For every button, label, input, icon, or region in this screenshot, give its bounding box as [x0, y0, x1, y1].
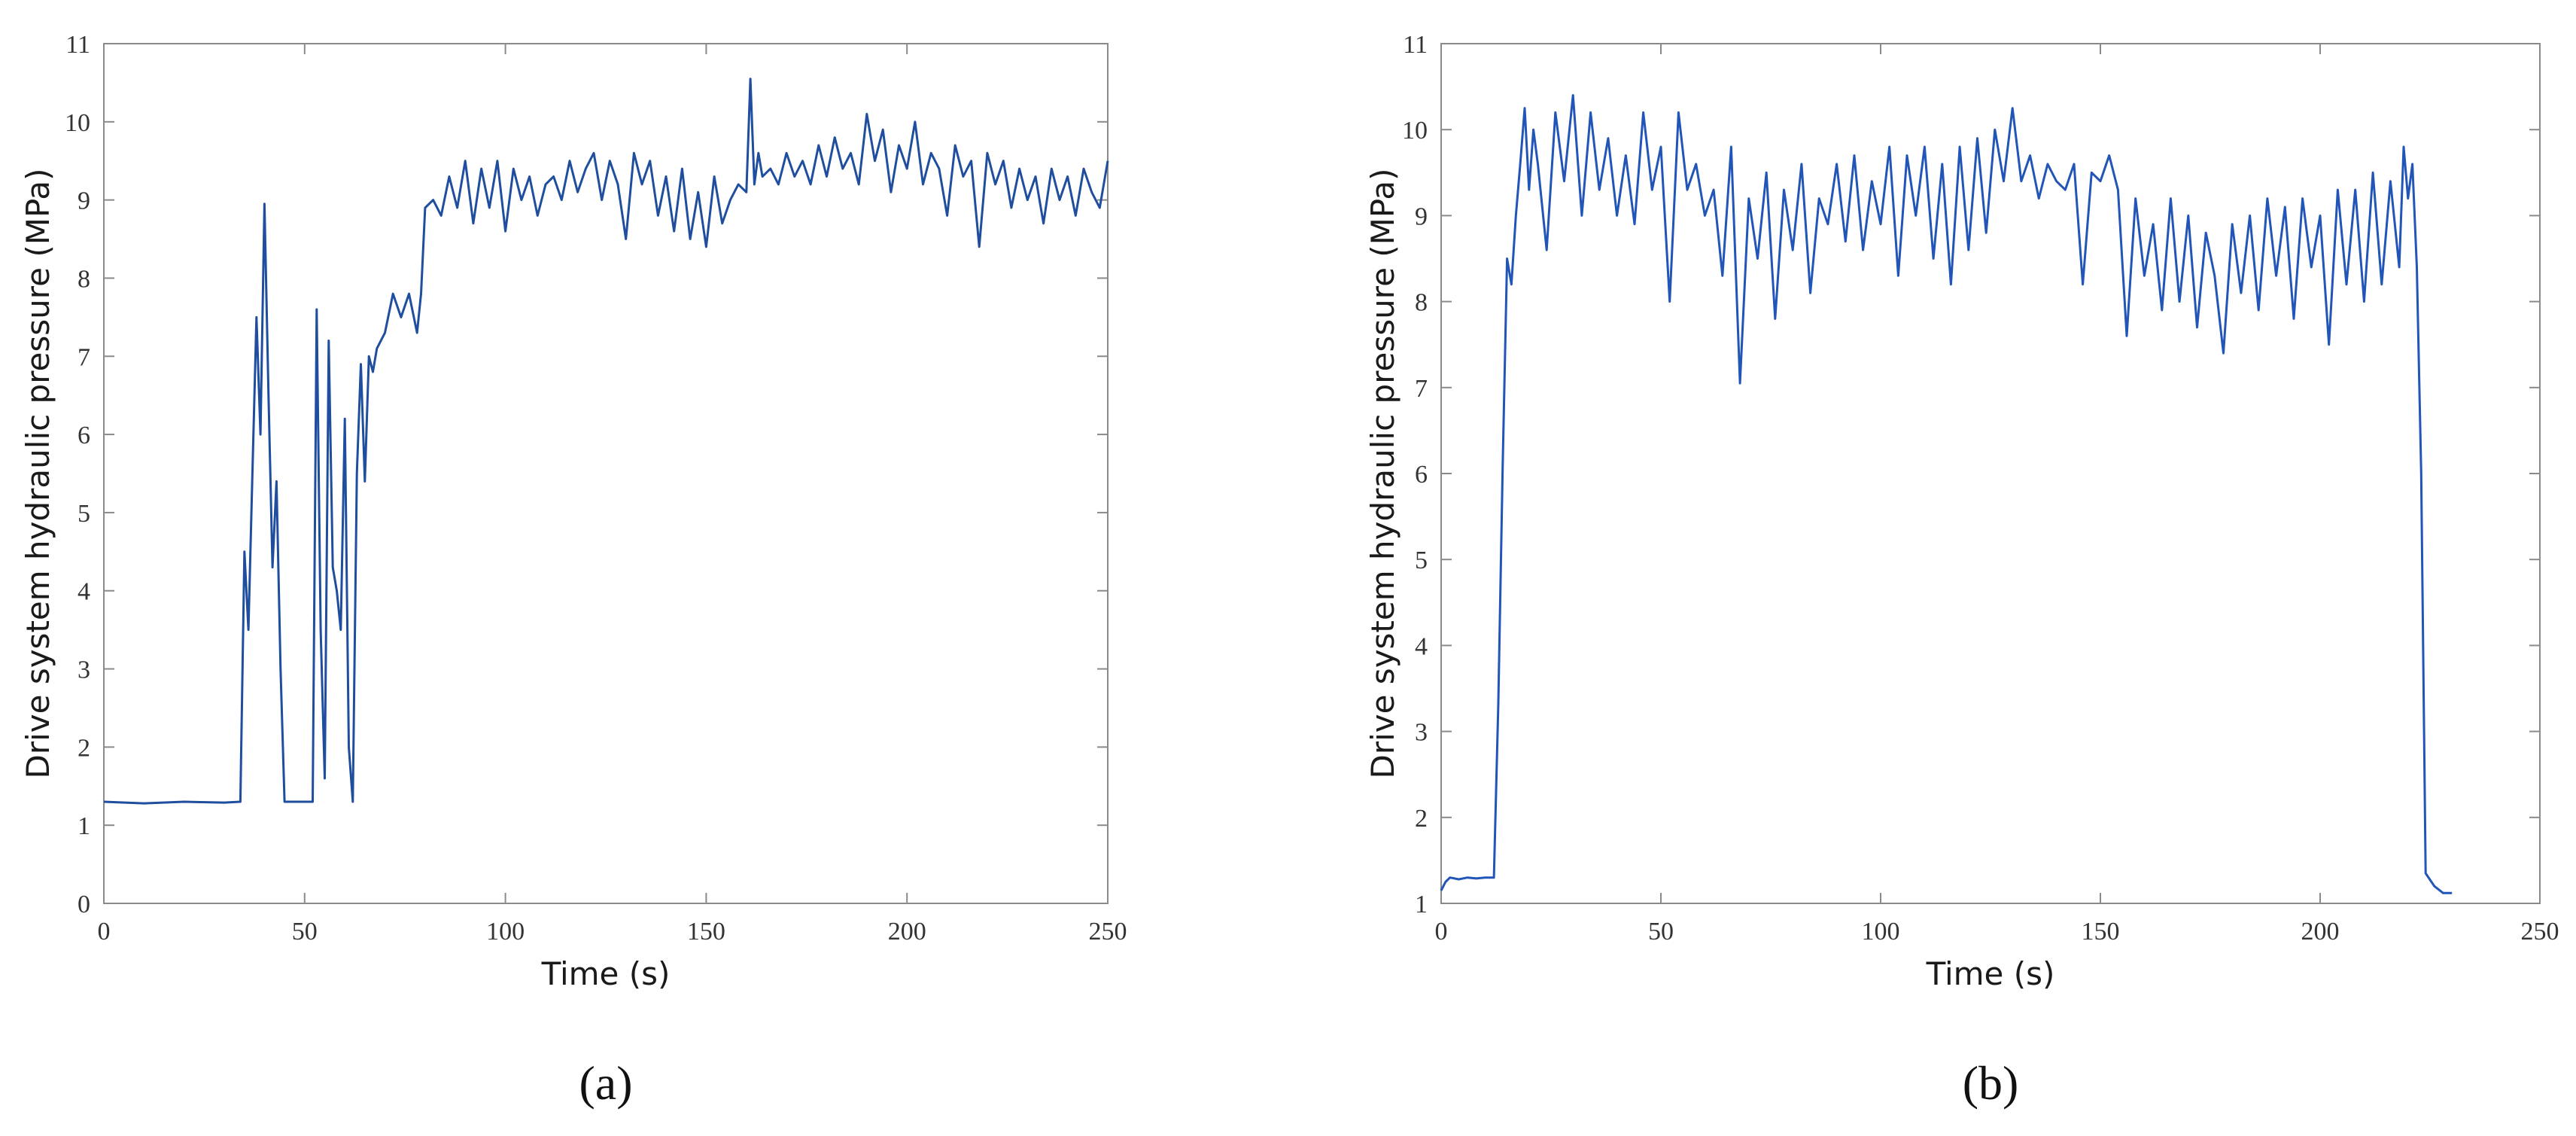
y-tick-label: 9: [1415, 203, 1428, 230]
x-tick-label: 200: [2301, 918, 2340, 946]
y-tick-label: 1: [1415, 891, 1428, 918]
y-axis-title: Drive system hydraulic pressure (MPa): [20, 168, 56, 778]
y-tick-label: 1: [78, 812, 90, 840]
y-tick-label: 5: [78, 500, 90, 528]
y-tick-label: 10: [65, 109, 90, 137]
series-line-pressure: [103, 78, 1109, 805]
y-tick-label: 7: [78, 343, 90, 371]
x-tick-label: 100: [1862, 918, 1900, 946]
x-tick-label: 50: [292, 918, 318, 946]
y-tick-label: 5: [1415, 547, 1428, 574]
x-tick-label: 50: [1648, 918, 1674, 946]
x-tick-label: 250: [2521, 918, 2559, 946]
y-tick-label: 2: [78, 734, 90, 762]
x-axis-title: Time (s): [1926, 955, 2055, 992]
x-tick-label: 200: [888, 918, 926, 946]
panel-label: (b): [1963, 1056, 2019, 1110]
chart-panel-a: 0 50 100 150 200 250 0 1 2 3 4 5 6 7 8 9 10 11 Time (s) Dri…: [20, 31, 1127, 1110]
y-tick-label: 8: [78, 265, 90, 293]
y-tick-label: 9: [78, 187, 90, 215]
x-tick-label: 150: [687, 918, 725, 946]
y-tick-label: 10: [1402, 117, 1428, 145]
y-tick-label: 11: [1403, 31, 1428, 59]
y-tick-label: 4: [1415, 632, 1428, 660]
x-tick-label: 0: [98, 918, 111, 946]
chart-panel-b: 0 50 100 150 200 250 1 2 3 4 5 6 7 8 9 10 11 Time (s) Driv…: [1364, 31, 2559, 1110]
y-tick-label: 3: [1415, 719, 1428, 747]
x-tick-label: 150: [2082, 918, 2120, 946]
y-tick-label: 3: [78, 656, 90, 684]
x-axis-title: Time (s): [541, 955, 671, 992]
y-tick-label: 2: [1415, 805, 1428, 833]
y-tick-label: 6: [78, 422, 90, 449]
y-tick-label: 7: [1415, 375, 1428, 403]
plot-frame: [103, 43, 1109, 904]
panel-label: (a): [579, 1056, 632, 1110]
y-tick-label: 4: [78, 578, 90, 606]
y-tick-label: 6: [1415, 461, 1428, 489]
y-tick-label: 0: [78, 891, 90, 918]
x-tick-label: 100: [486, 918, 525, 946]
series-line-pressure: [1440, 94, 2453, 894]
y-tick-label: 8: [1415, 289, 1428, 317]
x-tick-label: 0: [1435, 918, 1448, 946]
y-axis-title: Drive system hydraulic pressure (MPa): [1364, 168, 1401, 778]
x-tick-label: 250: [1089, 918, 1127, 946]
y-tick-label: 11: [65, 31, 90, 59]
